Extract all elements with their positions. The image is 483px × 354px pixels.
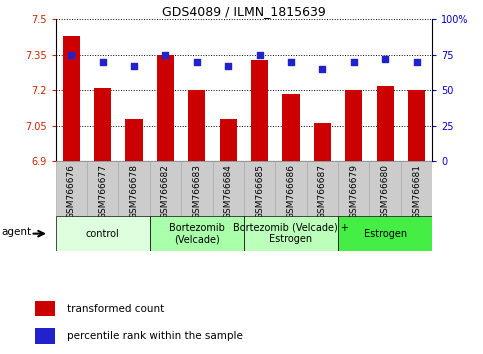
Bar (275, 161, 307, 216)
Point (382, 56, 389, 62)
Text: Bortezomib
(Velcade): Bortezomib (Velcade) (169, 223, 225, 245)
Bar (35, 301, 56, 316)
Bar (150, 216, 244, 251)
Text: GSM766682: GSM766682 (161, 164, 170, 219)
Bar (87, 161, 118, 216)
Text: GSM766687: GSM766687 (318, 164, 327, 219)
Point (287, 59, 295, 65)
Bar (150, 161, 181, 216)
Bar (244, 216, 338, 251)
Bar (408, 90, 425, 161)
Bar (157, 55, 174, 161)
Point (350, 59, 357, 65)
Point (161, 52, 170, 58)
Point (319, 66, 327, 72)
Bar (118, 161, 150, 216)
Point (412, 59, 420, 65)
Text: GSM766683: GSM766683 (192, 164, 201, 219)
Bar (63, 36, 80, 161)
Text: GSM766685: GSM766685 (255, 164, 264, 219)
Bar (181, 161, 213, 216)
Bar (188, 90, 205, 161)
Text: transformed count: transformed count (68, 303, 165, 314)
Bar (56, 161, 87, 216)
Bar (220, 119, 237, 161)
Bar (345, 90, 362, 161)
Text: GSM766679: GSM766679 (349, 164, 358, 219)
Text: GSM766677: GSM766677 (98, 164, 107, 219)
Bar (126, 119, 142, 161)
Point (256, 52, 264, 58)
Text: GSM766680: GSM766680 (381, 164, 390, 219)
Bar (338, 216, 432, 251)
Bar (314, 123, 331, 161)
Text: GSM766686: GSM766686 (286, 164, 296, 219)
Bar (94, 88, 111, 161)
Text: Estrogen: Estrogen (364, 229, 407, 239)
Text: control: control (86, 229, 119, 239)
Bar (338, 161, 369, 216)
Point (193, 59, 201, 65)
Bar (56, 216, 150, 251)
Bar (369, 161, 401, 216)
Point (68, 52, 75, 58)
Text: GSM766681: GSM766681 (412, 164, 421, 219)
Title: GDS4089 / ILMN_1815639: GDS4089 / ILMN_1815639 (162, 5, 326, 18)
Text: percentile rank within the sample: percentile rank within the sample (68, 331, 243, 341)
Text: GSM766684: GSM766684 (224, 164, 233, 219)
Bar (251, 59, 268, 161)
Bar (244, 161, 275, 216)
Bar (213, 161, 244, 216)
Bar (35, 328, 56, 344)
Text: agent: agent (1, 227, 31, 237)
Point (130, 63, 138, 69)
Bar (283, 94, 299, 161)
Text: GSM766678: GSM766678 (129, 164, 139, 219)
Bar (377, 86, 394, 161)
Point (99, 59, 107, 65)
Bar (401, 161, 432, 216)
Text: GSM766676: GSM766676 (67, 164, 76, 219)
Text: Bortezomib (Velcade) +
Estrogen: Bortezomib (Velcade) + Estrogen (233, 223, 349, 245)
Bar (307, 161, 338, 216)
Point (224, 63, 232, 69)
